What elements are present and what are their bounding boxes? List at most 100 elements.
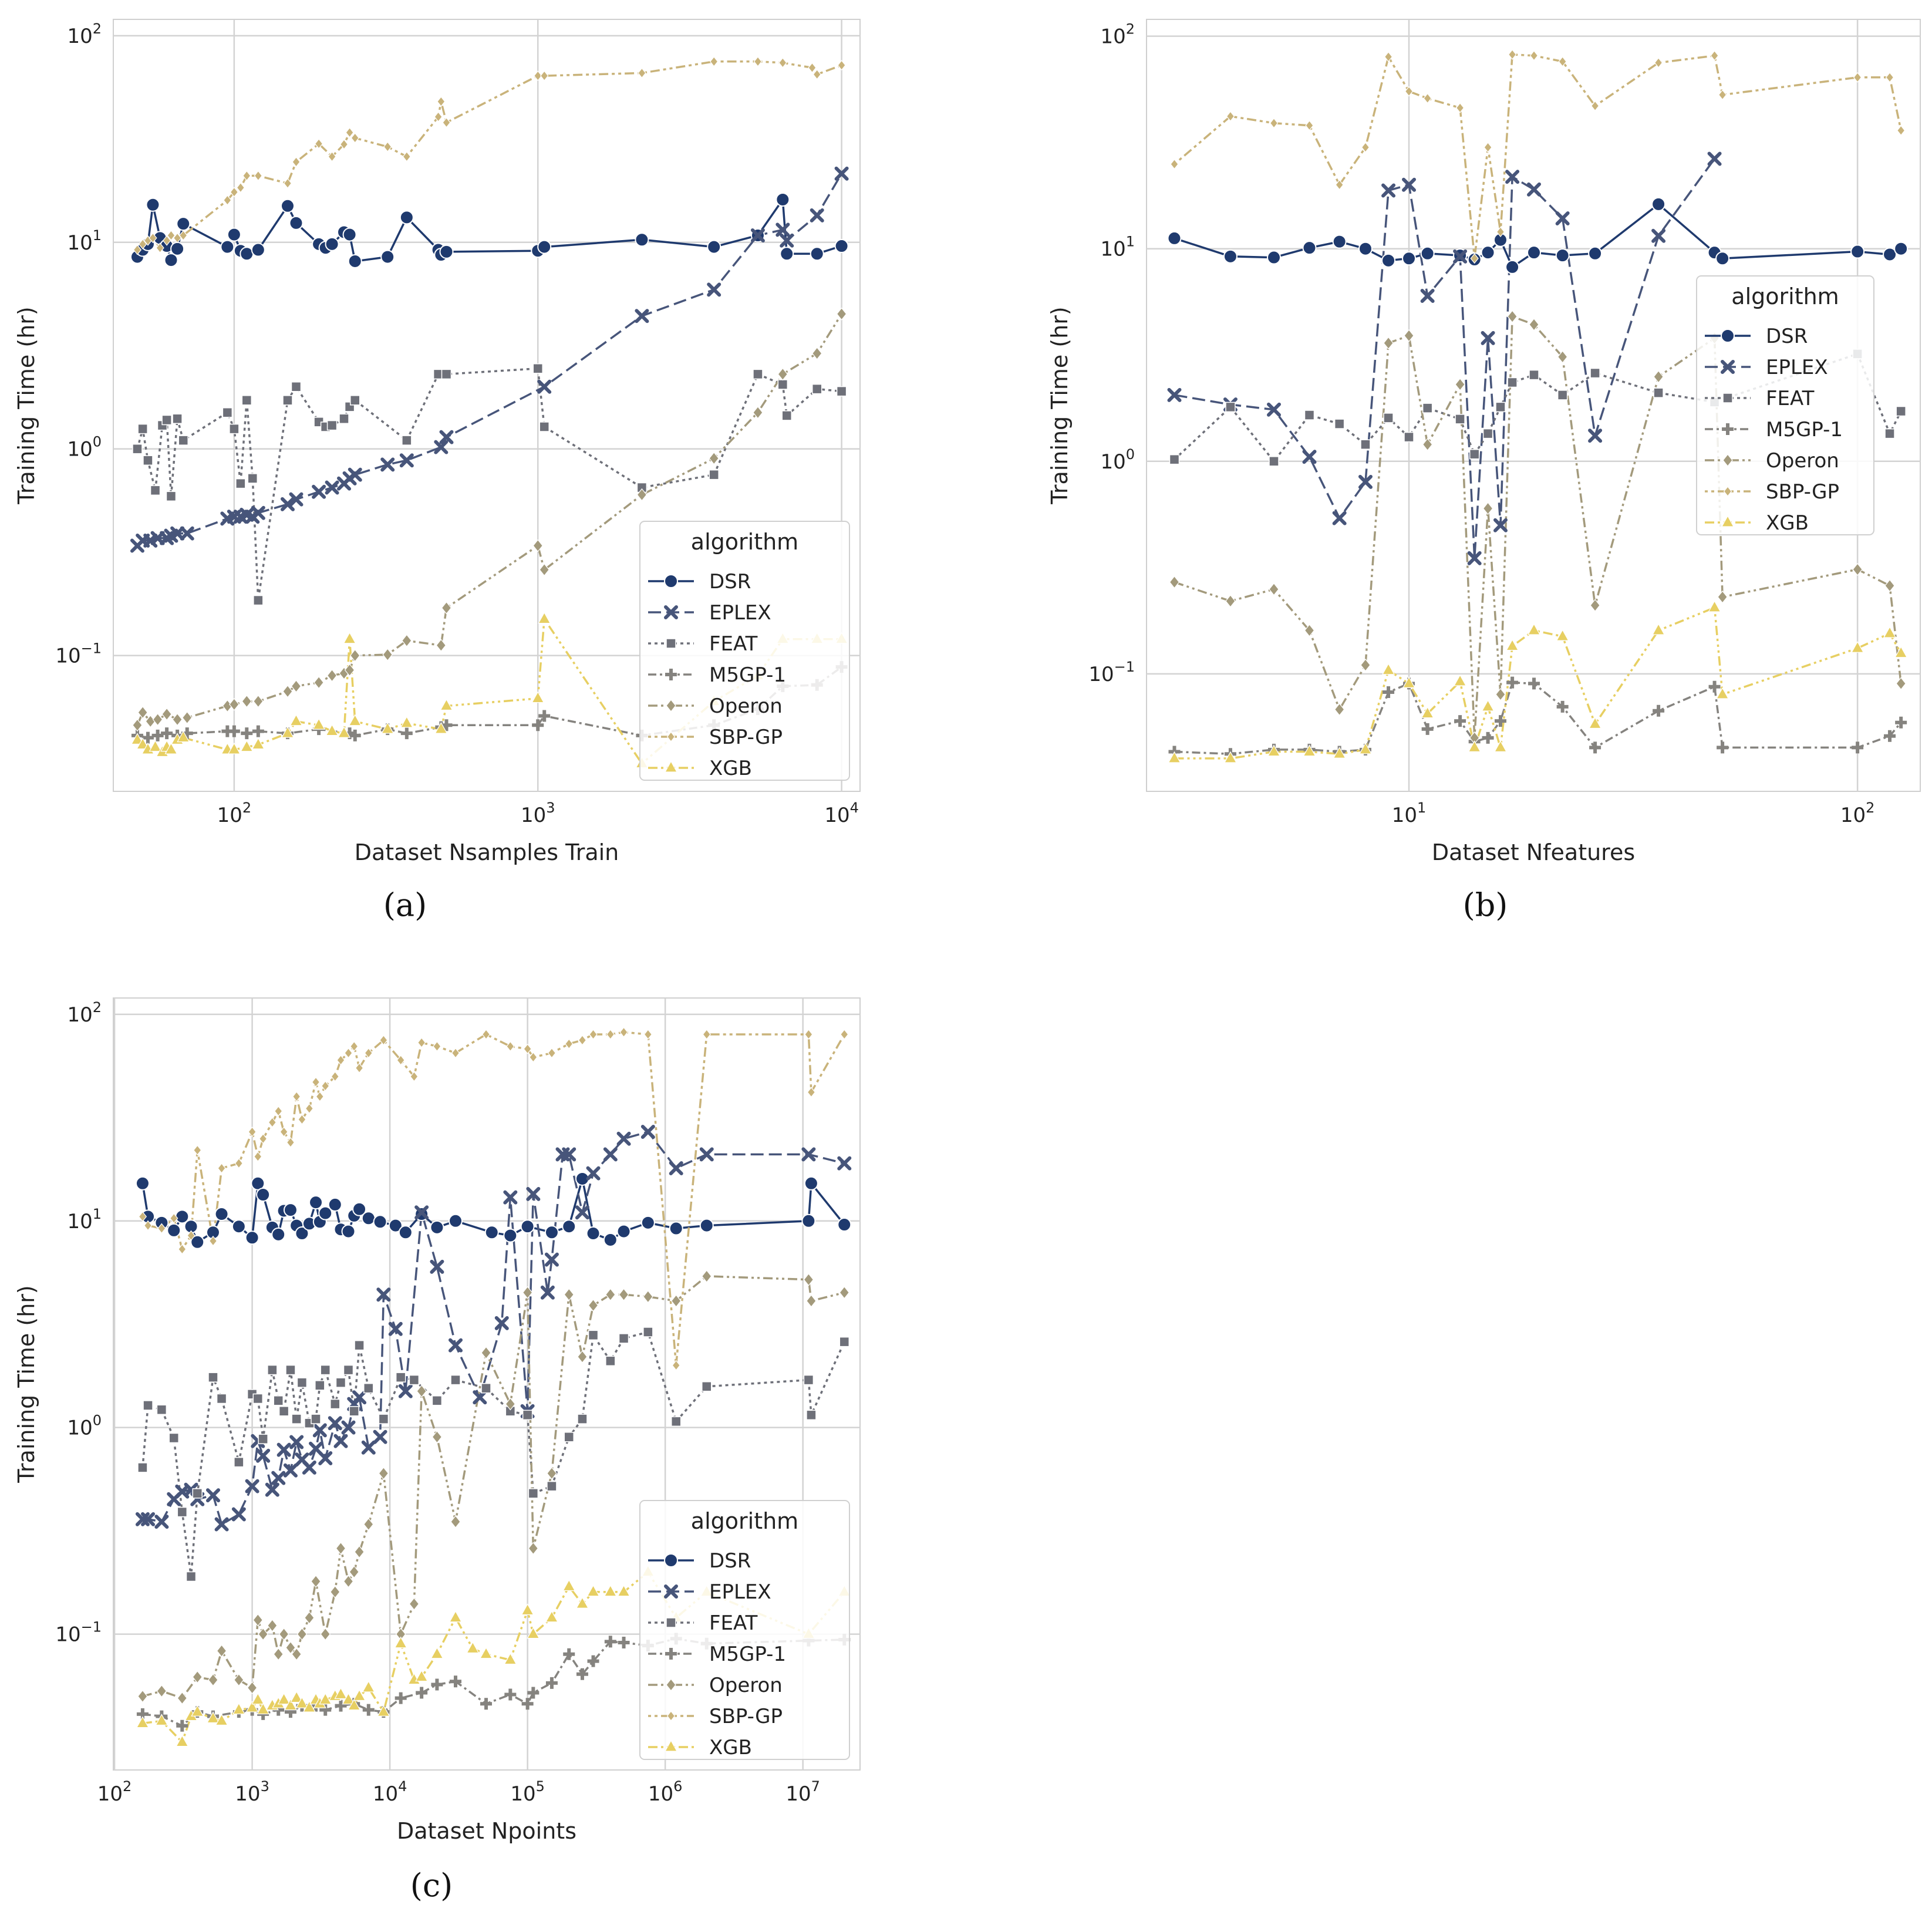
data-point-dsr <box>1332 234 1347 249</box>
data-point-sbp-gp <box>534 70 542 82</box>
data-point-eplex <box>1302 450 1317 464</box>
data-point-feat <box>1304 410 1315 420</box>
legend-box <box>1696 275 1874 535</box>
data-point-sbp-gp <box>529 1051 538 1063</box>
data-point-sbp-gp <box>451 1047 460 1058</box>
data-point-xgb <box>325 724 339 736</box>
data-point-sbp-gp <box>345 127 354 138</box>
series-feat <box>1174 353 1902 463</box>
data-point-feat <box>605 1356 616 1367</box>
data-point-operon <box>181 711 193 724</box>
data-point-m5gp-1 <box>431 1678 443 1691</box>
data-point-dsr <box>220 240 235 254</box>
data-point-m5gp-1 <box>563 1648 575 1660</box>
data-point-eplex <box>280 497 295 511</box>
data-point-feat <box>1383 413 1394 423</box>
data-point-eplex <box>333 1434 348 1448</box>
data-point-operon <box>285 1641 296 1654</box>
data-point-operon <box>532 539 544 552</box>
legend-label: SBP-GP <box>1766 480 1839 504</box>
data-point-sbp-gp <box>808 62 817 73</box>
data-point-feat <box>378 1414 389 1424</box>
data-point-eplex <box>348 467 362 482</box>
data-point-feat <box>1225 402 1236 413</box>
data-point-m5gp-1 <box>161 727 173 740</box>
data-point-dsr <box>348 254 362 268</box>
series-markers-sbp-gp <box>138 1027 849 1371</box>
y-tick-label: 10−1 <box>55 640 102 668</box>
data-point-dsr <box>1481 245 1495 260</box>
data-point-feat <box>1896 406 1906 417</box>
data-point-m5gp-1 <box>176 1719 188 1732</box>
data-point-operon <box>409 1597 420 1611</box>
data-point-dsr <box>1267 250 1282 265</box>
data-point-eplex <box>180 526 194 541</box>
data-point-sbp-gp <box>298 1114 306 1125</box>
data-point-operon <box>1557 350 1568 363</box>
data-point-feat <box>539 422 549 432</box>
x-axis-label: Dataset Nfeatures <box>1432 839 1635 865</box>
data-point-sbp-gp <box>643 1029 653 1040</box>
data-point-operon <box>839 1286 850 1299</box>
series-markers-feat <box>137 1327 850 1582</box>
y-tick-label: 10−1 <box>1088 659 1135 686</box>
data-point-operon <box>132 719 143 732</box>
legend-item-feat: FEAT <box>648 632 758 656</box>
data-point-dsr <box>837 1218 852 1232</box>
data-point-xgb <box>1223 751 1237 763</box>
data-point-dsr <box>503 1228 518 1243</box>
series-markers-operon <box>132 307 847 732</box>
series-markers-feat <box>132 363 847 606</box>
data-point-feat <box>229 423 240 434</box>
data-point-feat <box>252 1393 264 1404</box>
data-point-operon <box>528 1542 539 1555</box>
data-point-feat <box>132 443 143 454</box>
data-point-sbp-gp <box>812 69 821 80</box>
legend-marker <box>666 699 676 712</box>
data-point-sbp-gp <box>1853 72 1862 83</box>
y-tick-label: 102 <box>1100 21 1135 49</box>
data-point-dsr <box>801 1213 816 1228</box>
data-point-operon <box>304 1611 315 1624</box>
data-point-sbp-gp <box>433 1041 441 1052</box>
legend-label: SBP-GP <box>709 726 783 749</box>
data-point-eplex <box>616 1131 631 1146</box>
y-tick-label: 101 <box>67 227 102 255</box>
data-point-feat <box>777 379 788 390</box>
data-point-eplex <box>414 1205 429 1220</box>
data-point-xgb <box>466 1641 480 1654</box>
data-point-sbp-gp <box>305 1103 314 1114</box>
legend-title: algorithm <box>691 529 798 555</box>
data-point-dsr <box>318 1206 333 1220</box>
data-point-sbp-gp <box>167 230 176 241</box>
legend-marker <box>1722 454 1733 467</box>
data-point-feat <box>177 1506 188 1518</box>
data-point-operon <box>253 694 264 708</box>
data-point-operon <box>1404 329 1414 342</box>
data-point-dsr <box>1555 248 1570 263</box>
data-point-eplex <box>635 309 649 323</box>
data-point-feat <box>1507 377 1518 388</box>
data-point-feat <box>1422 403 1433 413</box>
data-point-sbp-gp <box>1170 159 1179 170</box>
data-point-dsr <box>776 192 790 207</box>
data-point-eplex <box>361 1440 376 1455</box>
data-point-dsr <box>780 247 794 261</box>
data-point-dsr <box>430 1220 444 1235</box>
data-point-xgb <box>449 1610 463 1623</box>
data-point-feat <box>1557 390 1568 400</box>
data-point-xgb <box>562 1579 576 1592</box>
data-point-xgb <box>302 1700 316 1712</box>
data-point-eplex <box>1453 249 1468 264</box>
data-point-sbp-gp <box>710 56 719 67</box>
data-point-dsr <box>1850 244 1865 259</box>
data-point-feat <box>1884 428 1895 439</box>
data-point-xgb <box>290 1691 304 1703</box>
data-point-sbp-gp <box>254 170 263 181</box>
data-point-eplex <box>834 166 849 181</box>
data-point-eplex <box>837 1156 852 1171</box>
data-point-operon <box>436 639 447 652</box>
legend-label: XGB <box>709 1736 752 1759</box>
data-point-feat <box>156 1404 167 1415</box>
data-point-dsr <box>1381 253 1396 268</box>
